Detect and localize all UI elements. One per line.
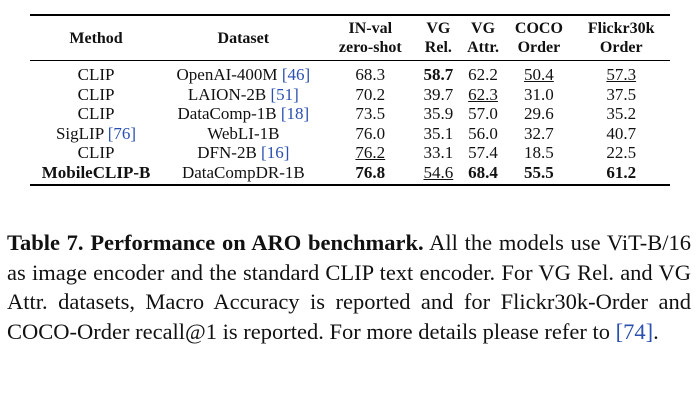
table-cell: DFN-2B [16] — [162, 143, 325, 163]
cell-text: LAION-2B — [187, 84, 267, 104]
table-cell: 61.2 — [606, 162, 637, 182]
cell-text: WebLI-1B — [207, 123, 280, 143]
results-table: Method Dataset IN-val zero-shot VG Rel. VG Attr… — [30, 14, 670, 186]
table-body: CLIP OpenAI-400M [46] 68.3 58.7 62.2 50.4 57.3… — [30, 61, 670, 186]
cell-text: DataComp-1B — [177, 104, 277, 123]
table-cell: DataComp-1B [18] — [162, 104, 325, 124]
caption-body: All the models use ViT-B/16 as image enc… — [7, 230, 692, 344]
table-row: MobileCLIP-B DataCompDR-1B 76.8 54.6 68.4 55.… — [30, 163, 670, 186]
caption-cite: [74] — [615, 318, 654, 344]
caption-title: Performance on ARO benchmark. — [90, 230, 424, 255]
table-cell: 56.0 — [468, 123, 498, 143]
header-line: VG — [471, 20, 496, 37]
header-line: VG — [426, 20, 451, 37]
cell-text: DataCompDR-1B — [181, 162, 305, 182]
table-cell: SigLIP [76] — [30, 124, 162, 144]
table-cell: 68.4 — [468, 162, 498, 182]
header-line: Flickr30k — [587, 20, 655, 37]
table-cell: 29.6 — [524, 104, 554, 123]
table-row: CLIP DataComp-1B [18] 73.5 35.9 57.0 29.6 35.2 — [30, 104, 670, 124]
table-cell: 35.9 — [423, 104, 454, 123]
caption-label: Table 7. — [7, 230, 84, 255]
table-cell: 76.2 — [355, 143, 386, 162]
table-cell: 62.2 — [468, 65, 498, 84]
table-cell: CLIP — [30, 61, 162, 85]
header-line: Rel. — [424, 39, 452, 56]
header-line: zero-shot — [338, 39, 402, 56]
table-cell: 50.4 — [524, 65, 554, 84]
cell-cite: [46] — [281, 65, 311, 84]
cell-text: MobileCLIP-B — [41, 162, 151, 182]
table-row: SigLIP [76] WebLI-1B 76.0 35.1 56.0 32.7 40.7 — [30, 124, 670, 144]
cell-text: CLIP — [77, 65, 115, 84]
table-cell: 68.3 — [355, 65, 386, 84]
header-cell: Method — [30, 15, 163, 61]
cell-text: CLIP — [77, 143, 115, 162]
header-cell: IN-val zero-shot — [324, 15, 417, 61]
table-row: CLIP LAION-2B [51] 70.2 39.7 62.3 31.0 37.5 — [30, 85, 670, 105]
cell-text: CLIP — [77, 104, 115, 123]
caption-end: . — [653, 318, 659, 344]
table-cell: 62.3 — [468, 84, 498, 104]
table-cell: 40.7 — [606, 123, 637, 143]
header-cell: Flickr30k Order — [572, 15, 670, 61]
table-cell: 76.0 — [355, 123, 386, 143]
table-cell: 18.5 — [524, 143, 554, 162]
table-row: CLIP OpenAI-400M [46] 68.3 58.7 62.2 50.4 57.3 — [30, 61, 670, 85]
table-cell: MobileCLIP-B — [30, 163, 162, 186]
table-cell: 57.3 — [606, 65, 637, 84]
table-cell: 32.7 — [524, 123, 554, 143]
header-line: Order — [599, 39, 643, 56]
table-cell: WebLI-1B — [162, 124, 325, 144]
table-cell: 31.0 — [524, 84, 554, 104]
table-cell: OpenAI-400M [46] — [162, 61, 325, 85]
table-row: CLIP DFN-2B [16] 76.2 33.1 57.4 18.5 22.5 — [30, 143, 670, 163]
header-cell: COCO Order — [505, 15, 573, 61]
table-cell: 76.8 — [355, 162, 386, 182]
table-cell: DataCompDR-1B — [162, 163, 325, 186]
cell-cite: [16] — [261, 143, 290, 162]
table-cell: 57.0 — [468, 104, 498, 123]
header-line: COCO — [514, 20, 563, 37]
cell-text: SigLIP — [55, 123, 104, 143]
cell-cite: [18] — [280, 104, 310, 123]
table-cell: 54.6 — [423, 162, 454, 182]
header-line: Attr. — [467, 39, 499, 56]
table-cell: 22.5 — [606, 143, 637, 162]
cell-text: OpenAI-400M — [176, 65, 278, 84]
header-cell: Dataset — [162, 15, 325, 61]
table-cell: LAION-2B [51] — [162, 85, 325, 105]
table-cell: 57.4 — [468, 143, 498, 162]
cell-cite: [76] — [107, 123, 137, 143]
header-line: Order — [517, 39, 561, 56]
header-cell: VG Attr. — [460, 15, 506, 61]
cell-text: CLIP — [77, 84, 115, 104]
cell-cite: [51] — [270, 84, 299, 104]
table-cell: 35.2 — [606, 104, 637, 123]
table-cell: CLIP — [30, 85, 162, 105]
table-cell: 35.1 — [423, 123, 454, 143]
table-cell: 58.7 — [423, 65, 454, 84]
table-cell: 39.7 — [423, 84, 454, 104]
header-row: Method Dataset IN-val zero-shot VG Rel. VG Attr… — [30, 15, 670, 61]
header-cell: VG Rel. — [416, 15, 461, 61]
table-cell: 37.5 — [606, 84, 637, 104]
table-cell: 73.5 — [355, 104, 386, 123]
table-cell: 33.1 — [423, 143, 454, 162]
table-cell: 70.2 — [355, 84, 386, 104]
caption: Table 7. Performance on ARO benchmark. A… — [7, 228, 691, 346]
table-cell: CLIP — [30, 143, 162, 163]
header-line: IN-val — [348, 20, 393, 37]
table-cell: CLIP — [30, 104, 162, 124]
cell-text: DFN-2B — [197, 143, 257, 162]
table-cell: 55.5 — [524, 162, 554, 182]
